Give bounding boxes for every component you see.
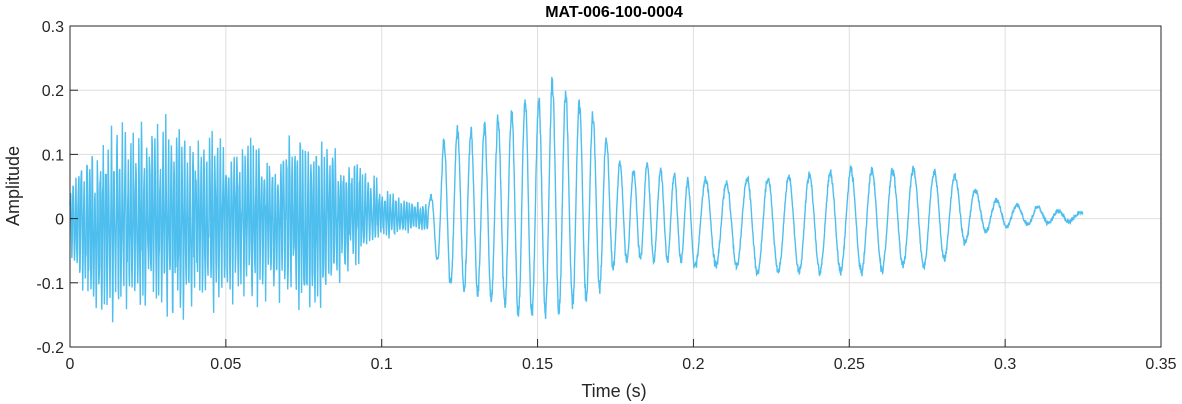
- x-axis-label: Time (s): [581, 381, 646, 401]
- y-tick-label: 0: [55, 212, 64, 229]
- y-axis-label: Amplitude: [3, 146, 23, 226]
- y-tick-label: 0.2: [42, 83, 64, 100]
- y-tick-label: 0.3: [42, 19, 64, 36]
- chart-title: MAT-006-100-0004: [545, 4, 683, 21]
- axes-box: [69, 25, 1162, 348]
- y-tick-label: -0.1: [36, 276, 64, 293]
- x-tick-label: 0.25: [834, 356, 865, 373]
- x-tick-label: 0.05: [210, 356, 241, 373]
- x-tick-label: 0.35: [1145, 356, 1176, 373]
- waveform-line: [69, 76, 1084, 323]
- y-tick-label: -0.2: [36, 340, 64, 357]
- waveform-series: [69, 76, 1084, 323]
- x-tick-label: 0.3: [994, 356, 1016, 373]
- x-tick-label: 0.15: [522, 356, 553, 373]
- x-tick-label: 0.1: [371, 356, 393, 373]
- x-tick-label: 0.2: [682, 356, 704, 373]
- x-tick-label: 0: [66, 356, 75, 373]
- x-axis-ticks: 0 0.05 0.1 0.15 0.2 0.25 0.3 0.35: [66, 339, 1177, 373]
- y-tick-label: 0.1: [42, 147, 64, 164]
- y-axis-ticks: -0.2 -0.1 0 0.1 0.2 0.3: [36, 19, 78, 357]
